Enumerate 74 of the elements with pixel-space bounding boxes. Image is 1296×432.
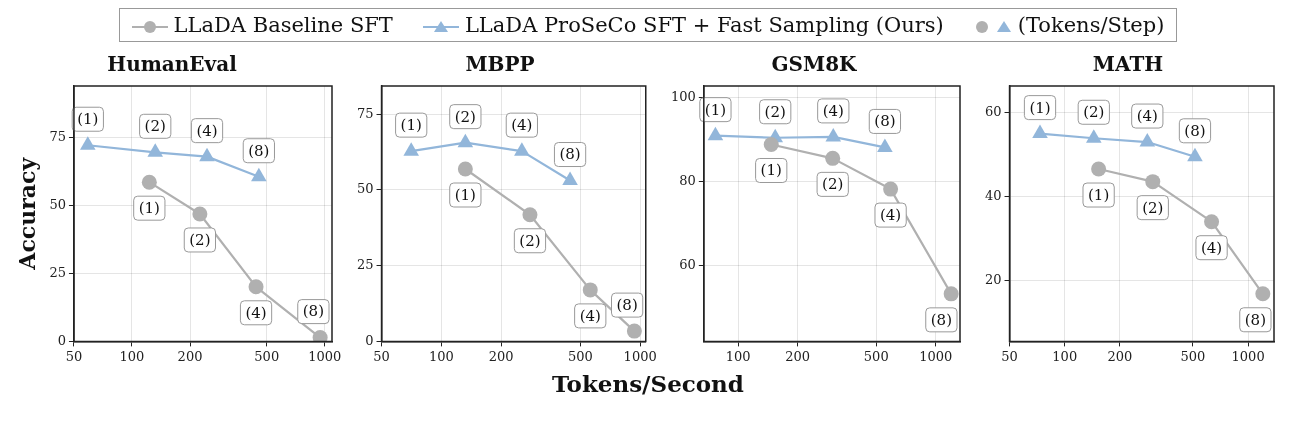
y-tick-label: 75 [49, 129, 66, 144]
x-tick-label: 100 [119, 348, 145, 364]
x-tick-label: 100 [1052, 348, 1078, 364]
y-tick-label: 0 [365, 332, 374, 348]
annotation: (1) [704, 100, 727, 119]
x-tick-label: 1000 [919, 348, 953, 364]
annotation: (1) [1029, 98, 1051, 117]
annotation: (1) [454, 185, 476, 204]
y-tick-label: 0 [57, 332, 66, 348]
legend-label: LLaDA Baseline SFT [173, 13, 393, 37]
annotation: (2) [1083, 103, 1105, 122]
chart-title: MBPP [465, 52, 535, 77]
annotation: (1) [400, 116, 422, 135]
annotation: (8) [559, 145, 581, 164]
legend-label: LLaDA ProSeCo SFT + Fast Sampling (Ours) [464, 13, 944, 37]
y-axis-title: Accuracy [13, 156, 40, 271]
annotation: (4) [196, 121, 218, 140]
x-tick-label: 500 [1180, 348, 1206, 364]
annotation: (2) [519, 231, 541, 250]
x-tick-label: 500 [567, 348, 593, 364]
annotation: (8) [874, 112, 896, 131]
y-tick-label: 100 [670, 88, 696, 104]
annotation: (8) [1184, 121, 1206, 140]
annotation: (4) [579, 306, 601, 325]
annotation: (2) [764, 102, 786, 121]
y-tick-label: 25 [49, 264, 66, 280]
annotation: (1) [138, 199, 160, 218]
y-tick-label: 60 [985, 103, 1002, 119]
y-tick-label: 60 [679, 257, 696, 273]
annotation: (1) [760, 161, 782, 180]
annotation: (2) [1142, 198, 1164, 217]
text: (Tokens/Step) [1017, 13, 1165, 37]
x-tick-label: 1000 [623, 348, 657, 364]
x-tick-label: 200 [785, 348, 811, 364]
annotation: (8) [1244, 310, 1266, 329]
y-tick-label: 80 [679, 172, 696, 188]
annotation: (8) [616, 295, 638, 314]
chart-title: GSM8K [771, 52, 858, 77]
annotation: (1) [1087, 185, 1110, 204]
x-tick-label: 500 [863, 348, 889, 364]
x-tick-label: 1000 [308, 348, 342, 364]
annotation: (8) [930, 310, 952, 329]
x-tick-label: 200 [177, 348, 203, 364]
y-tick-label: 25 [357, 257, 374, 273]
annotation: (2) [144, 117, 166, 136]
x-tick-label: 50 [373, 348, 390, 364]
x-tick-label: 100 [428, 348, 454, 364]
annotation: (2) [454, 107, 476, 126]
y-tick-label: 40 [985, 187, 1002, 203]
annotation: (2) [189, 230, 211, 249]
annotation: (4) [822, 101, 844, 120]
x-tick-label: 200 [1107, 348, 1133, 364]
annotation: (8) [248, 141, 270, 160]
annotation: (4) [879, 205, 902, 224]
annotation: (8) [302, 302, 324, 321]
y-tick-label: 20 [985, 272, 1002, 288]
x-tick-label: 1000 [1231, 348, 1265, 364]
annotation: (4) [1200, 238, 1223, 257]
annotation: (4) [1136, 106, 1158, 125]
x-tick-label: 50 [65, 348, 83, 364]
x-axis-title: Tokens/Second [552, 370, 744, 397]
x-tick-label: 500 [254, 348, 280, 364]
annotation: (4) [245, 303, 267, 322]
x-tick-label: 100 [725, 348, 751, 364]
x-tick-label: 200 [488, 348, 514, 364]
annotation: (1) [77, 110, 99, 129]
y-tick-label: 50 [357, 181, 374, 197]
x-tick-label: 50 [1001, 348, 1018, 364]
annotation: (4) [511, 116, 533, 135]
y-tick-label: 50 [49, 196, 66, 212]
chart-title: HumanEval [107, 52, 238, 77]
y-tick-label: 75 [357, 105, 374, 121]
chart-title: MATH [1092, 52, 1164, 77]
annotation: (2) [822, 175, 844, 194]
